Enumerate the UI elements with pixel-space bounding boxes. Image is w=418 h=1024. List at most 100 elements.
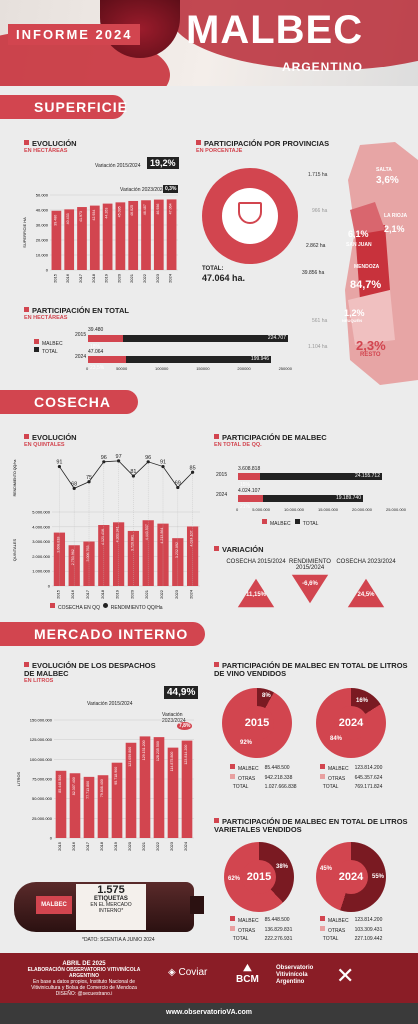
prov-salta-ha: 1.715 ha	[308, 172, 328, 178]
y-tick-label: 0	[50, 836, 53, 841]
var-rend-value: -6,6%	[302, 581, 318, 587]
section-mercado: MERCADO INTERNO	[0, 622, 205, 646]
x-tick-label: 2021	[129, 273, 134, 283]
bar-value-label: 114.875.800	[170, 752, 174, 772]
merc-var2-badge: 7,8%	[177, 722, 193, 730]
variacion-title: VARIACIÓN	[214, 546, 264, 554]
y-axis-label: QUINTALES	[12, 538, 17, 561]
vino-2015-b: 92%	[240, 740, 253, 746]
legend-malbec: MALBEC	[34, 339, 63, 347]
y-tick-label: 50.000.000	[32, 796, 53, 801]
rendimiento-point	[161, 464, 165, 469]
bar	[181, 740, 193, 838]
prov-mendoza-name: MENDOZA	[354, 264, 380, 270]
total-value: 47.064 ha.	[202, 273, 246, 283]
y-tick-label: 25.000.000	[32, 816, 53, 821]
bottle-label: MALBEC	[36, 896, 72, 914]
participacion-total-title: PARTICIPACIÓN EN TOTAL EN HECTÁREAS	[24, 306, 129, 321]
bar-value-label: 4.121.416	[101, 529, 105, 545]
bar-value-label: 4.213.864	[160, 528, 164, 544]
cos-2015-year: 2015	[216, 472, 228, 478]
merc-var1-badge: 44,9%	[164, 686, 199, 699]
prov-sanjuan-pct: 6,1%	[348, 229, 369, 239]
bar	[102, 203, 113, 270]
prov-sanjuan-ha: 2.862 ha	[306, 243, 326, 249]
bar-value-label: 41.973	[79, 211, 83, 222]
var1-label: Variación 2015/2024	[95, 163, 141, 169]
prov-mendoza-ha: 39.856 ha	[302, 270, 325, 276]
donut-varietal-2015: 2015	[224, 842, 294, 912]
bar	[83, 776, 95, 838]
y-tick-label: 3.000.000	[32, 539, 51, 544]
y-tick-label: 125.000.000	[30, 737, 53, 742]
var-cosecha-label: COSECHA 2015/2024	[226, 559, 286, 565]
vino-2015-table: MALBEC 85.448.500 OTRAS 942.218.338 TOTAL 1…	[226, 762, 301, 792]
rendimiento-point	[72, 486, 76, 490]
footer-text: ABRIL DE 2025 ELABORACIÓN OBSERVATORIO V…	[27, 961, 141, 997]
bar-value-label: 45.095	[117, 206, 121, 217]
bar-value-label: 46.025	[130, 205, 134, 216]
bar-value-label: 4.303.341	[116, 526, 120, 542]
down-triangle-icon	[291, 574, 329, 604]
y-tick-label: 2.000.000	[32, 554, 51, 559]
bar	[142, 520, 154, 586]
y-tick-label: 100.000.000	[30, 757, 53, 762]
prov-rioja-name: LA RIOJA	[384, 213, 408, 219]
bar-2015-total: 224.707	[123, 335, 288, 342]
donut-varietal-2024: 2024	[316, 842, 386, 912]
prov-mendoza-pct: 84,7%	[350, 279, 382, 291]
x-tick-label: 2015	[55, 589, 60, 599]
bar-value-label: 2.753.962	[71, 549, 75, 565]
coviar-logo: ◈ Coviar	[168, 967, 208, 978]
bar	[77, 207, 87, 270]
y-tick-label: 50.000	[36, 193, 49, 198]
vino-title: PARTICIPACIÓN DE MALBEC EN TOTAL DE LITR…	[214, 661, 408, 678]
footer-url[interactable]: www.observatorioVA.com	[166, 1009, 252, 1016]
prov-966-ha: 966 ha	[312, 208, 328, 214]
section-superficie: SUPERFICIE	[0, 95, 127, 119]
y-tick-label: 10.000	[36, 253, 49, 258]
bar-value-label: 4.024.107	[190, 530, 194, 546]
varietal-title: PARTICIPACIÓN DE MALBEC EN TOTAL DE LITR…	[214, 817, 408, 834]
cosecha-legend: COSECHA EN QQ RENDIMIENTO QQ/Ha	[50, 603, 163, 611]
x-tick-label: 2019	[113, 841, 118, 851]
cosecha-chart: 0 1.000.000 2.000.000 3.000.000 4.000.000 5.0…	[12, 454, 200, 599]
x-tick-label: 2021	[141, 841, 146, 851]
x-tick-label: 2024	[189, 589, 194, 599]
prov-neuquen-ha: 561 ha	[312, 318, 328, 324]
bottle-note: *DATO: SCENTIA A JUNIO 2024	[82, 937, 155, 943]
prov-salta-pct: 3,6%	[376, 175, 399, 186]
x-tick-label: 2020	[116, 273, 121, 283]
x-tick-label: 2016	[71, 841, 76, 851]
rendimiento-point	[87, 480, 91, 484]
x-tick-label: 2022	[155, 841, 160, 851]
rendimiento-label: 69	[175, 480, 181, 486]
bar-value-label: 4.443.537	[145, 524, 149, 540]
var-cos2-label: COSECHA 2023/2024	[336, 559, 396, 565]
y-axis-label: LITROS	[16, 771, 21, 786]
bcm-logo: ⛰ BCM	[236, 963, 259, 985]
cos-bar-2015-total: 24.155.712	[260, 473, 382, 480]
total-axis: 0 50000 100000 150000 200000 250000	[86, 366, 292, 371]
row-2015-malbec: 39.480	[88, 327, 104, 333]
rendimiento-point	[57, 464, 62, 469]
varietal-2024-a: 55%	[372, 874, 385, 880]
ova-logo: Observatorio Vitivinícola Argentino	[276, 965, 314, 985]
y-tick-label: 75.000.000	[32, 777, 53, 782]
varietal-2015-table: MALBEC 85.448.500 OTRAS 136.829.831 TOTAL 2…	[226, 914, 296, 944]
merc-var1-label: Variación 2015/2024	[87, 701, 133, 707]
bar-value-label: 3.006.763	[86, 545, 90, 561]
provincias-circle	[202, 168, 298, 264]
bar	[112, 522, 125, 586]
bar	[153, 737, 165, 838]
bar	[89, 205, 100, 270]
superficie-evolucion-title: EVOLUCIÓN EN HECTÁREAS	[24, 139, 77, 154]
bar	[55, 770, 67, 838]
bar	[153, 199, 164, 270]
bar	[111, 762, 123, 838]
bar-value-label: 77.713.800	[86, 781, 90, 799]
prov-neuquen-pct: 1,2%	[344, 308, 365, 318]
y-tick-label: 4.000.000	[32, 524, 51, 529]
bar	[167, 747, 179, 838]
bar-value-label: 3.232.092	[175, 542, 179, 558]
